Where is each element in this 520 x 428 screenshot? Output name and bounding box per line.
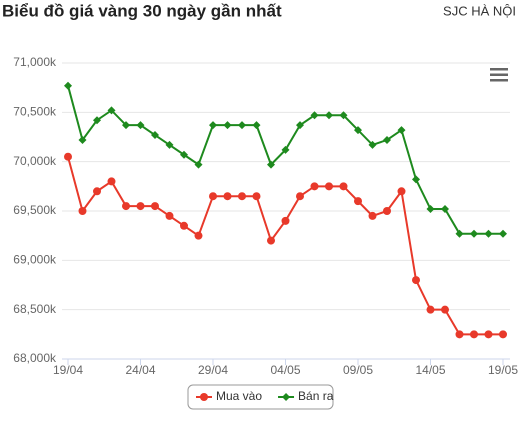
- y-tick-label: 70,500k: [13, 105, 57, 119]
- legend-label: Mua vào: [216, 389, 262, 403]
- point: [180, 221, 188, 230]
- point: [368, 211, 377, 220]
- y-tick-label: 69,000k: [13, 253, 57, 267]
- x-tick-label: 19/04: [53, 363, 83, 377]
- point: [209, 121, 217, 130]
- point: [354, 197, 362, 206]
- point: [238, 121, 246, 130]
- x-tick-label: 29/04: [198, 363, 228, 377]
- point: [339, 182, 348, 191]
- point: [151, 202, 159, 211]
- point: [470, 229, 478, 238]
- y-tick-label: 68,500k: [13, 302, 57, 316]
- point: [200, 393, 208, 401]
- point: [252, 192, 261, 201]
- point: [209, 192, 217, 201]
- point: [281, 145, 290, 154]
- point: [455, 330, 464, 339]
- point: [136, 202, 145, 211]
- point: [252, 121, 261, 130]
- point: [397, 126, 406, 135]
- point: [180, 150, 188, 159]
- x-tick-label: 19/05: [488, 363, 518, 377]
- point: [470, 330, 478, 339]
- point: [107, 177, 116, 186]
- point: [78, 207, 87, 215]
- point: [122, 202, 130, 211]
- point: [499, 330, 507, 339]
- point: [194, 231, 203, 240]
- y-tick-label: 68,000k: [13, 351, 57, 365]
- x-tick-label: 24/04: [125, 363, 155, 377]
- point: [455, 229, 464, 238]
- point: [383, 207, 391, 215]
- point: [484, 330, 493, 339]
- point: [325, 111, 333, 120]
- point: [282, 393, 291, 401]
- point: [296, 192, 304, 201]
- y-tick-label: 69,500k: [13, 203, 57, 217]
- chart-title: Biểu đồ giá vàng 30 ngày gần nhất: [2, 1, 282, 20]
- point: [397, 187, 406, 196]
- point: [151, 131, 159, 140]
- point: [194, 160, 203, 169]
- point: [223, 121, 232, 130]
- point: [368, 140, 377, 149]
- y-tick-label: 71,000k: [13, 55, 57, 69]
- point: [310, 111, 319, 120]
- point: [325, 182, 333, 191]
- point: [441, 305, 449, 314]
- legend-label: Bán ra: [298, 389, 334, 403]
- point: [93, 116, 101, 125]
- point: [122, 121, 130, 130]
- series-line: [67, 156, 503, 336]
- point: [412, 175, 420, 184]
- point: [267, 160, 275, 169]
- point: [354, 126, 362, 135]
- point: [107, 106, 116, 115]
- point: [441, 205, 449, 214]
- point: [223, 192, 232, 201]
- point: [267, 236, 275, 245]
- point: [339, 111, 348, 120]
- y-tick-label: 70,000k: [13, 154, 57, 168]
- point: [426, 305, 435, 314]
- x-tick-label: 04/05: [270, 363, 300, 377]
- legend-box: [187, 384, 334, 410]
- point: [238, 192, 246, 201]
- point: [281, 216, 290, 225]
- point: [64, 81, 72, 90]
- point: [64, 152, 72, 161]
- point: [78, 135, 87, 144]
- point: [310, 182, 319, 191]
- menu-icon[interactable]: [490, 68, 508, 82]
- point: [165, 211, 174, 220]
- point: [484, 229, 493, 238]
- chart-subtitle: SJC HÀ NỘI: [443, 3, 516, 18]
- x-tick-label: 09/05: [343, 363, 373, 377]
- point: [383, 135, 391, 144]
- point: [136, 121, 145, 130]
- x-tick-label: 14/05: [415, 363, 445, 377]
- point: [165, 140, 174, 149]
- point: [93, 187, 101, 196]
- point: [412, 276, 420, 285]
- point: [426, 205, 435, 214]
- point: [296, 121, 304, 130]
- point: [499, 229, 507, 238]
